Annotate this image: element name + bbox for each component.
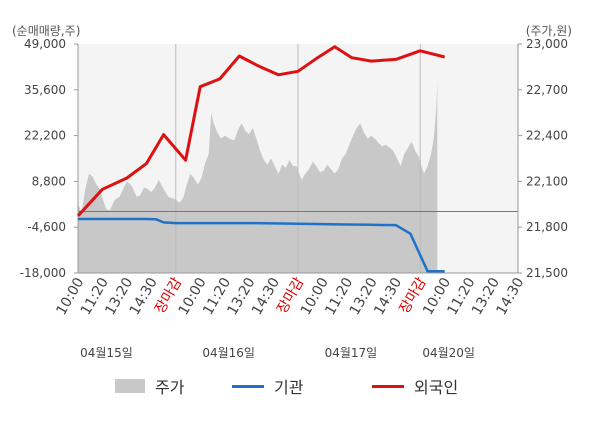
series-institution-line bbox=[78, 217, 445, 273]
legend-label-institution: 기관 bbox=[274, 378, 304, 397]
legend-item-price: 주가 bbox=[115, 374, 184, 398]
legend-swatch-institution bbox=[232, 384, 264, 388]
left-tick-label-5: -18,000 bbox=[20, 266, 66, 280]
right-tick-label-0: 23,000 bbox=[526, 37, 568, 51]
legend-label-price: 주가 bbox=[155, 378, 185, 397]
date-label-3: 04월20일 bbox=[422, 346, 475, 360]
left-tick-label-3: 8,800 bbox=[32, 174, 66, 188]
legend-swatch-price bbox=[115, 379, 145, 393]
right-tick-label-3: 22,100 bbox=[526, 174, 568, 188]
left-tick-label-0: 49,000 bbox=[24, 37, 66, 51]
left-tick-label-4: -4,600 bbox=[27, 220, 66, 234]
legend-item-foreigner: 외국인 bbox=[372, 374, 458, 398]
legend-swatch-foreigner bbox=[372, 384, 404, 388]
left-tick-label-1: 35,600 bbox=[24, 83, 66, 97]
date-label-0: 04월15일 bbox=[80, 346, 133, 360]
left-tick-label-2: 22,200 bbox=[24, 129, 66, 143]
date-label-1: 04월16일 bbox=[202, 346, 255, 360]
series-foreigner-line bbox=[76, 45, 446, 217]
right-axis-unit: (주가,원) bbox=[525, 24, 572, 38]
right-tick-label-1: 22,700 bbox=[526, 83, 568, 97]
legend-item-institution: 기관 bbox=[232, 374, 303, 398]
right-tick-label-2: 22,400 bbox=[526, 129, 568, 143]
legend: 주가 기관 외국인 bbox=[0, 374, 600, 398]
left-axis-unit: (순매매량,주) bbox=[12, 24, 81, 38]
right-tick-label-4: 21,800 bbox=[526, 220, 568, 234]
date-label-2: 04월17일 bbox=[325, 346, 378, 360]
legend-label-foreigner: 외국인 bbox=[414, 378, 459, 397]
right-tick-label-5: 21,500 bbox=[526, 266, 568, 280]
